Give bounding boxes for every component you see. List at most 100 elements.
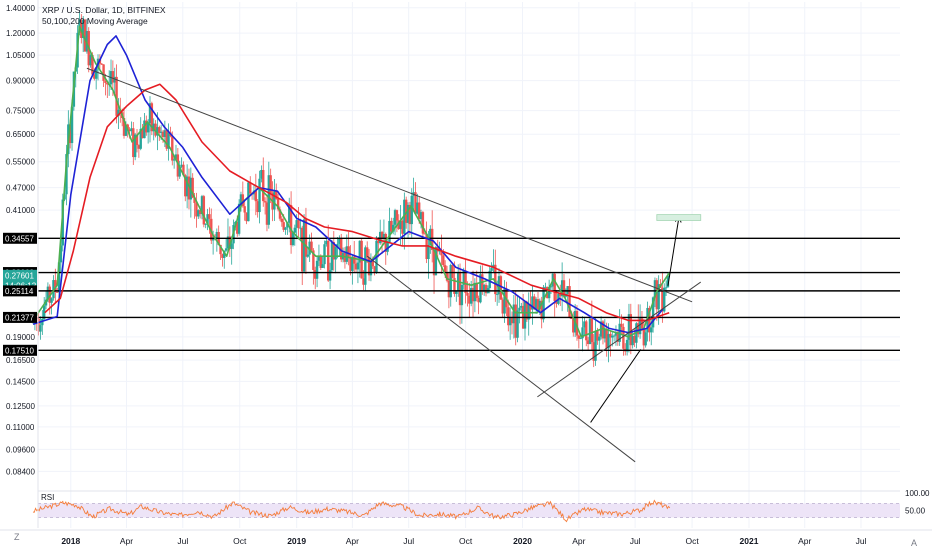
candle [523,301,527,341]
candle [154,120,157,138]
candle [414,182,417,214]
candle-body [323,244,326,265]
candle-body [310,241,313,251]
y-tick-label: 1.05000 [6,51,35,60]
candle [113,67,116,96]
candle [100,63,103,65]
candle [416,193,419,215]
candle-body [262,170,265,202]
candle [518,297,521,324]
price-tag: 0.17510 [3,344,37,356]
price-tag: 0.21377 [3,311,37,323]
candle [527,292,530,336]
candle-body [236,221,239,234]
candle-body [327,240,330,281]
candle-body [230,243,233,249]
x-tick-label: 2019 [287,536,306,546]
price-tag-box [3,269,37,281]
candle [347,231,350,266]
candle [208,207,211,234]
candle [421,210,425,238]
candle [130,121,133,136]
candle [289,191,293,254]
rsi-band [38,503,900,518]
x-tick-label: Apr [798,536,811,546]
candle-body [388,220,391,243]
candle [642,319,646,351]
candle [462,267,465,290]
candle [508,307,512,340]
y-tick-label: 1.40000 [6,4,35,13]
candle-body [184,175,187,197]
candle-body [226,236,230,249]
candle-body [132,128,135,158]
price-tag-box [3,285,37,297]
candle-body [627,314,631,340]
candle [369,253,373,282]
price-tag-label: 0.25114 [5,287,34,296]
rsi-label: RSI [41,493,54,502]
candle-body [275,191,278,199]
candle [206,208,209,231]
candle [141,123,144,139]
candle-body [508,317,512,326]
candle-body [371,260,374,267]
rsi-tick-50: 50.00 [905,507,926,516]
candle [612,334,616,342]
candle-body [91,55,94,75]
trendline [537,281,702,398]
candle [308,234,311,262]
candle-body [583,321,586,328]
candle [122,107,126,139]
candles [31,11,670,368]
candle-body [247,182,250,222]
candle [39,316,42,340]
candle [262,157,265,207]
x-tick-label: Apr [120,536,133,546]
candle-body [536,299,540,309]
candle-body [81,19,85,38]
candle [85,19,89,54]
candle-body [93,74,96,79]
rsi-pane: RSI 100.00 50.00 [32,489,930,523]
candle [382,219,386,245]
candle-body [586,340,590,345]
price-tag-box [3,279,37,291]
candle-body [351,256,354,271]
y-tick-label: 0.55000 [6,158,35,167]
arrow-line [590,349,642,423]
candle-body [356,262,360,270]
candle-body [534,299,538,309]
candle-body [345,246,348,262]
candle-body [340,238,343,260]
candle-body [299,227,302,229]
candle [664,280,668,297]
candle-body [237,203,241,234]
candle-body [494,264,497,295]
candle-body [644,332,647,346]
candle-body [176,154,180,177]
timezone-button[interactable]: Z [14,532,20,542]
candle [167,123,170,161]
y-tick-label: 0.65000 [6,130,35,139]
candle-body [276,198,280,210]
candle [323,240,326,269]
candle-body [605,328,608,349]
trendline [366,255,636,463]
candle [588,317,592,345]
candle-body [239,194,243,204]
candle [627,303,631,353]
candle [410,188,413,238]
candle-body [501,299,504,314]
x-tick-label: Oct [459,536,473,546]
candle [644,329,647,348]
auto-scale-button[interactable]: A [911,538,918,548]
candle [653,277,657,308]
candle-body [191,177,194,198]
candle-body [594,330,597,361]
candle [401,219,404,247]
candle [256,199,259,218]
drawings [86,67,702,463]
